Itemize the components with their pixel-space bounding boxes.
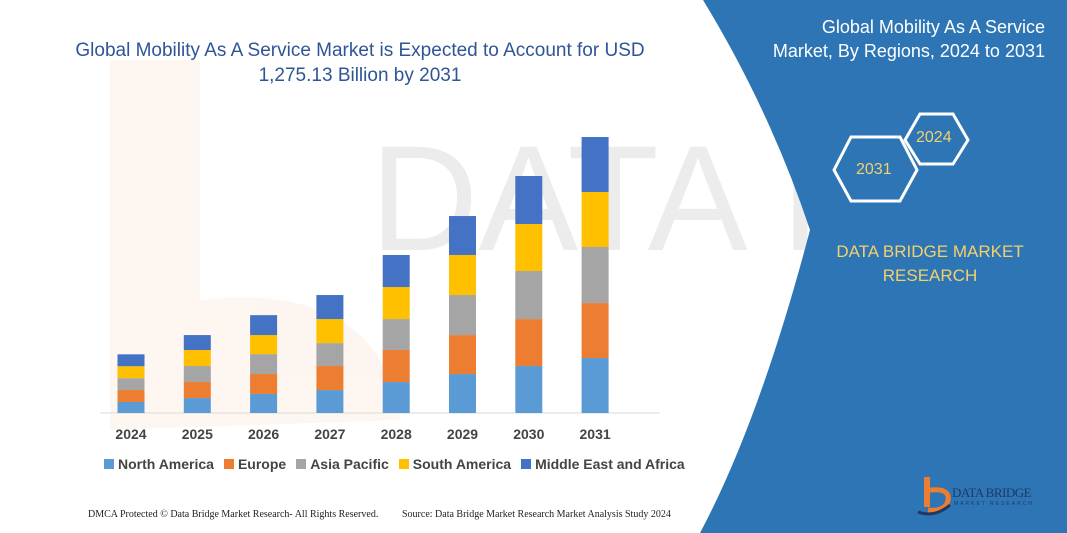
bar-2031-series-4 [581, 137, 609, 193]
x-tick-label: 2024 [115, 426, 146, 442]
bar-2031-series-2 [581, 246, 609, 304]
x-tick-label: 2029 [447, 426, 478, 442]
footer-copyright: DMCA Protected © Data Bridge Market Rese… [88, 509, 379, 520]
bar-2030-series-1 [515, 319, 543, 367]
blue-panel [700, 0, 1067, 533]
chart-title: Global Mobility As A Service Market is E… [75, 40, 645, 86]
legend-swatch [398, 459, 409, 469]
legend-item: North America [104, 456, 214, 472]
bar-2027-series-3 [316, 319, 344, 344]
x-tick-label: 2031 [580, 426, 611, 442]
bar-2025-series-4 [183, 335, 211, 351]
bar-2028-series-2 [382, 319, 410, 351]
bar-2030-series-3 [515, 224, 543, 272]
bar-2025-series-0 [183, 398, 211, 413]
bar-2026-series-0 [250, 393, 278, 413]
legend-label: South America [412, 456, 512, 472]
bar-2029-series-4 [449, 216, 476, 255]
hexagon-2024 [903, 112, 970, 166]
hex-label-2031: 2031 [856, 161, 892, 178]
logo-text: DATA BRIDGE [952, 485, 1032, 500]
legend-swatch [223, 459, 234, 469]
logo-icon [917, 477, 951, 516]
legend-swatch [521, 459, 532, 469]
bar-2026-series-3 [250, 335, 278, 355]
chart-legend: North America Europe Asia Pacific South Ame… [104, 456, 685, 472]
x-tick-label: 2028 [381, 426, 412, 442]
bar-2028-series-0 [382, 382, 410, 413]
bar-2024-series-3 [117, 366, 145, 379]
bar-2025-series-2 [183, 366, 211, 383]
bar-2030-series-0 [515, 366, 543, 413]
bar-2029-series-0 [449, 374, 476, 413]
bar-2026-series-2 [250, 354, 278, 375]
legend-item: Middle East and Africa [521, 456, 685, 472]
bar-2030-series-4 [515, 175, 543, 225]
bar-2028-series-3 [382, 287, 410, 320]
bar-2024-series-0 [117, 401, 145, 413]
bar-2026-series-1 [250, 374, 278, 394]
hex-label-2024: 2024 [916, 129, 952, 146]
bar-2026-series-4 [250, 315, 278, 336]
legend-label: Europe [237, 456, 287, 472]
bar-2024-series-2 [117, 378, 145, 391]
bar-2027-series-0 [316, 390, 344, 413]
bar-2025-series-1 [183, 382, 211, 399]
bar-2028-series-4 [382, 254, 410, 288]
bar-2029-series-1 [449, 335, 476, 375]
bar-2025-series-3 [183, 350, 211, 367]
legend-swatch [296, 459, 307, 469]
x-tick-label: 2026 [248, 426, 279, 442]
bar-2030-series-2 [515, 271, 543, 320]
bar-2031-series-0 [581, 358, 609, 413]
logo-subtext: MARKET RESEARCH [954, 501, 1034, 507]
brand-text: DATA BRIDGE MARKET RESEARCH [836, 242, 1024, 285]
bar-2029-series-3 [449, 254, 476, 296]
hexagon-2031 [832, 135, 919, 203]
bar-2028-series-1 [382, 350, 410, 383]
bar-2031-series-3 [581, 192, 609, 247]
legend-item: South America [398, 456, 512, 472]
legend-label: Middle East and Africa [535, 456, 685, 472]
legend-label: Asia Pacific [310, 456, 389, 472]
legend-item: Asia Pacific [296, 456, 389, 472]
bar-2027-series-2 [316, 343, 344, 367]
legend-label: North America [118, 456, 214, 472]
legend-swatch [104, 459, 114, 469]
x-tick-label: 2027 [314, 426, 345, 442]
bar-2027-series-4 [316, 295, 344, 320]
bar-2031-series-1 [581, 303, 609, 359]
bar-2029-series-2 [449, 295, 476, 336]
bar-2024-series-4 [117, 354, 145, 367]
bar-2024-series-1 [117, 390, 145, 402]
x-tick-label: 2025 [182, 426, 213, 442]
legend-item: Europe [223, 456, 287, 472]
x-tick-label: 2030 [513, 426, 544, 442]
panel-title: Global Mobility As A Service Market, By … [772, 17, 1045, 61]
footer-source: Source: Data Bridge Market Research Mark… [402, 509, 671, 520]
bar-2027-series-1 [316, 366, 344, 391]
